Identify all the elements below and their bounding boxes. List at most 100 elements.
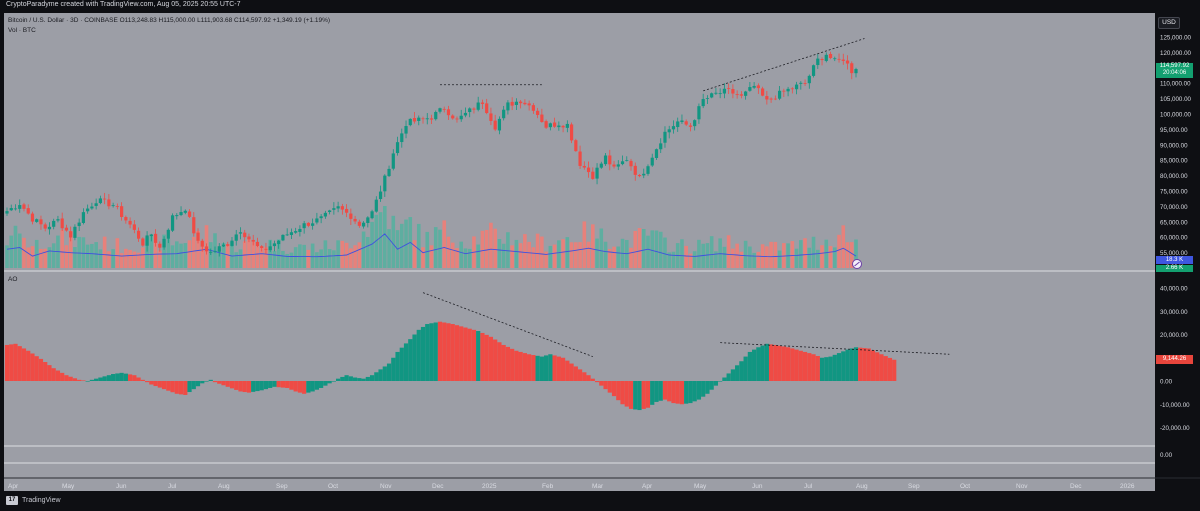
- ao-bar: [658, 381, 663, 401]
- volume-legend[interactable]: Vol · BTC: [8, 27, 36, 34]
- volume-bar: [663, 237, 667, 268]
- price-trendline[interactable]: [703, 38, 865, 92]
- volume-bar: [319, 249, 323, 268]
- volume-bar: [128, 249, 132, 268]
- volume-bar: [845, 242, 850, 268]
- volume-moving-average: [6, 233, 857, 258]
- ao-bar: [94, 378, 99, 381]
- volume-bar: [179, 243, 183, 268]
- candle-body: [451, 115, 455, 119]
- ao-bar: [442, 322, 447, 381]
- candle-body: [612, 164, 616, 167]
- ao-bar: [539, 356, 544, 381]
- candle-body: [86, 208, 90, 212]
- volume-bar: [824, 239, 829, 268]
- volume-bar: [361, 231, 366, 268]
- candle-body: [608, 155, 612, 165]
- awesome-oscillator-histogram: [4, 321, 897, 411]
- ao-tick-label: -10,000.00: [1160, 402, 1190, 409]
- candle-body: [35, 219, 39, 222]
- candle-body: [523, 102, 527, 105]
- time-axis-label: Feb: [542, 483, 554, 490]
- ao-bar: [743, 356, 748, 381]
- volume-bar: [637, 228, 642, 268]
- time-axis-label: Apr: [642, 483, 653, 490]
- time-axis-label: Dec: [1070, 483, 1082, 490]
- volume-bar: [73, 247, 77, 268]
- candle-body: [434, 112, 438, 120]
- currency-button[interactable]: USD: [1158, 17, 1180, 29]
- volume-bar: [773, 241, 778, 268]
- ao-bar: [361, 378, 366, 381]
- ao-indicator-label[interactable]: AO: [8, 276, 18, 283]
- candle-body: [799, 82, 803, 84]
- volume-bar: [387, 229, 391, 268]
- volume-bar: [591, 224, 595, 268]
- ao-bar: [679, 381, 685, 405]
- volume-bar: [366, 236, 370, 268]
- volume-bar: [47, 247, 52, 268]
- pane-separators: [4, 270, 1200, 479]
- ao-bar: [565, 360, 570, 381]
- candle-body: [141, 238, 145, 246]
- ao-bar: [340, 376, 345, 381]
- ao-bar: [645, 381, 651, 408]
- candle-body: [272, 243, 277, 247]
- ao-tick-label: 40,000.00: [1160, 286, 1188, 293]
- ao-bar: [225, 381, 230, 387]
- candle-body: [837, 58, 841, 60]
- volume-bar: [217, 248, 222, 268]
- candle-body: [553, 122, 557, 127]
- ao-bar: [484, 334, 489, 381]
- volume-bar: [705, 243, 710, 268]
- volume-bar: [264, 247, 268, 268]
- ao-bar: [688, 381, 693, 404]
- time-axis-label: Apr: [8, 483, 19, 490]
- ao-bar: [170, 381, 175, 393]
- candle-body: [64, 227, 69, 231]
- ao-bar: [599, 381, 604, 386]
- ao-bar: [586, 375, 591, 381]
- candle-body: [166, 229, 170, 239]
- volume-bar: [641, 228, 646, 268]
- candle-body: [39, 219, 43, 225]
- ao-bar: [560, 357, 566, 381]
- volume-bar: [141, 247, 145, 268]
- ao-bar: [183, 381, 188, 395]
- footer: 17 TradingView: [6, 496, 61, 505]
- last-price-value: 114,597.92: [1159, 63, 1190, 69]
- candle-body: [18, 205, 22, 209]
- ao-bar: [208, 379, 213, 381]
- candle-body: [756, 85, 760, 89]
- ao-bar: [433, 322, 438, 381]
- volume-bar: [582, 221, 587, 268]
- symbol-legend[interactable]: Bitcoin / U.S. Dollar · 3D · COINBASE O1…: [8, 17, 331, 24]
- ao-bar: [327, 381, 332, 384]
- candle-body: [637, 175, 642, 177]
- candle-body: [340, 206, 344, 210]
- candle-body: [654, 149, 659, 158]
- ao-bar: [747, 351, 752, 381]
- lower-pane-tick-label: 0.00: [1160, 452, 1173, 459]
- volume-bar: [132, 251, 137, 268]
- ao-bar: [302, 381, 307, 394]
- ao-bar: [785, 347, 791, 381]
- volume-tag: 18.3 K: [1156, 256, 1193, 264]
- ao-bar: [692, 381, 697, 402]
- ao-bar: [463, 327, 468, 381]
- tradingview-logo-icon[interactable]: 17: [6, 496, 18, 505]
- ao-bar: [480, 332, 485, 381]
- ao-bar: [781, 346, 786, 381]
- price-axis[interactable]: [1155, 13, 1200, 491]
- volume-bar: [658, 231, 663, 268]
- candle-body: [565, 123, 569, 128]
- candle-body: [446, 109, 451, 116]
- candle-body: [459, 115, 463, 120]
- ao-bar: [628, 381, 634, 409]
- time-axis-label: 2026: [1120, 483, 1135, 490]
- time-axis-label: Aug: [856, 483, 868, 490]
- time-axis-label: Mar: [592, 483, 604, 490]
- volume-bar: [489, 222, 493, 268]
- ao-bar: [603, 381, 608, 390]
